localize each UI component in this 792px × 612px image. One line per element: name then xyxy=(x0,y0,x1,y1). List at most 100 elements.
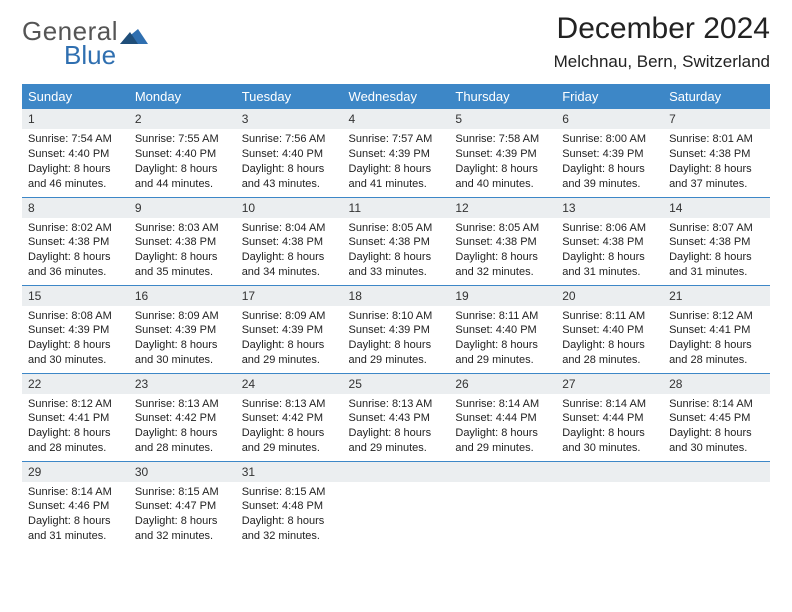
weekday-header: Tuesday xyxy=(236,84,343,109)
sunrise-line: Sunrise: 8:14 AM xyxy=(28,486,112,498)
day-content xyxy=(449,482,556,489)
daylight-line: Daylight: 8 hours and 39 minutes. xyxy=(562,163,645,190)
calendar-day-cell: 30Sunrise: 8:15 AMSunset: 4:47 PMDayligh… xyxy=(129,461,236,549)
calendar-day-cell: 18Sunrise: 8:10 AMSunset: 4:39 PMDayligh… xyxy=(343,285,450,373)
sunrise-line: Sunrise: 8:09 AM xyxy=(242,310,326,322)
daylight-line: Daylight: 8 hours and 30 minutes. xyxy=(669,427,752,454)
daylight-line: Daylight: 8 hours and 29 minutes. xyxy=(455,339,538,366)
daylight-line: Daylight: 8 hours and 31 minutes. xyxy=(28,515,111,542)
weekday-header: Friday xyxy=(556,84,663,109)
daylight-line: Daylight: 8 hours and 28 minutes. xyxy=(135,427,218,454)
sunrise-line: Sunrise: 8:14 AM xyxy=(455,398,539,410)
day-number: 25 xyxy=(343,374,450,394)
sunset-line: Sunset: 4:38 PM xyxy=(669,236,750,248)
daylight-line: Daylight: 8 hours and 28 minutes. xyxy=(669,339,752,366)
day-number: 14 xyxy=(663,198,770,218)
calendar-day-cell: 25Sunrise: 8:13 AMSunset: 4:43 PMDayligh… xyxy=(343,373,450,461)
sunrise-line: Sunrise: 8:08 AM xyxy=(28,310,112,322)
calendar-day-cell: 12Sunrise: 8:05 AMSunset: 4:38 PMDayligh… xyxy=(449,197,556,285)
sunrise-line: Sunrise: 8:07 AM xyxy=(669,222,753,234)
daylight-line: Daylight: 8 hours and 29 minutes. xyxy=(242,339,325,366)
day-number: 3 xyxy=(236,109,343,129)
day-content: Sunrise: 7:54 AMSunset: 4:40 PMDaylight:… xyxy=(22,129,129,195)
day-content: Sunrise: 8:06 AMSunset: 4:38 PMDaylight:… xyxy=(556,218,663,284)
calendar-day-cell: 21Sunrise: 8:12 AMSunset: 4:41 PMDayligh… xyxy=(663,285,770,373)
day-content: Sunrise: 8:14 AMSunset: 4:44 PMDaylight:… xyxy=(556,394,663,460)
calendar-day-cell: 28Sunrise: 8:14 AMSunset: 4:45 PMDayligh… xyxy=(663,373,770,461)
header-row: General Blue December 2024 Melchnau, Ber… xyxy=(22,12,770,82)
sunrise-line: Sunrise: 8:13 AM xyxy=(349,398,433,410)
calendar-day-cell: 3Sunrise: 7:56 AMSunset: 4:40 PMDaylight… xyxy=(236,109,343,197)
calendar-day-cell: 13Sunrise: 8:06 AMSunset: 4:38 PMDayligh… xyxy=(556,197,663,285)
day-number: 15 xyxy=(22,286,129,306)
day-number: 2 xyxy=(129,109,236,129)
sunset-line: Sunset: 4:40 PM xyxy=(135,148,216,160)
sunset-line: Sunset: 4:42 PM xyxy=(242,412,323,424)
day-number: 5 xyxy=(449,109,556,129)
sunset-line: Sunset: 4:44 PM xyxy=(455,412,536,424)
day-number: 6 xyxy=(556,109,663,129)
daylight-line: Daylight: 8 hours and 29 minutes. xyxy=(455,427,538,454)
day-number: 7 xyxy=(663,109,770,129)
daylight-line: Daylight: 8 hours and 32 minutes. xyxy=(135,515,218,542)
sunrise-line: Sunrise: 8:11 AM xyxy=(455,310,538,322)
sunrise-line: Sunrise: 8:05 AM xyxy=(455,222,539,234)
day-number: 9 xyxy=(129,198,236,218)
sunrise-line: Sunrise: 8:12 AM xyxy=(28,398,112,410)
daylight-line: Daylight: 8 hours and 43 minutes. xyxy=(242,163,325,190)
calendar-day-cell: 4Sunrise: 7:57 AMSunset: 4:39 PMDaylight… xyxy=(343,109,450,197)
sunset-line: Sunset: 4:48 PM xyxy=(242,500,323,512)
calendar-header-row: SundayMondayTuesdayWednesdayThursdayFrid… xyxy=(22,84,770,109)
calendar-day-cell xyxy=(343,461,450,549)
day-content xyxy=(556,482,663,489)
day-content: Sunrise: 8:14 AMSunset: 4:45 PMDaylight:… xyxy=(663,394,770,460)
day-content xyxy=(663,482,770,489)
daylight-line: Daylight: 8 hours and 31 minutes. xyxy=(669,251,752,278)
day-number: 26 xyxy=(449,374,556,394)
day-content: Sunrise: 8:13 AMSunset: 4:42 PMDaylight:… xyxy=(129,394,236,460)
daylight-line: Daylight: 8 hours and 32 minutes. xyxy=(455,251,538,278)
weekday-header: Sunday xyxy=(22,84,129,109)
calendar-day-cell: 5Sunrise: 7:58 AMSunset: 4:39 PMDaylight… xyxy=(449,109,556,197)
sunrise-line: Sunrise: 7:56 AM xyxy=(242,133,326,145)
sunset-line: Sunset: 4:38 PM xyxy=(562,236,643,248)
sunrise-line: Sunrise: 8:14 AM xyxy=(562,398,646,410)
day-number: 24 xyxy=(236,374,343,394)
day-content: Sunrise: 7:56 AMSunset: 4:40 PMDaylight:… xyxy=(236,129,343,195)
sunset-line: Sunset: 4:39 PM xyxy=(562,148,643,160)
sunset-line: Sunset: 4:38 PM xyxy=(669,148,750,160)
sunset-line: Sunset: 4:41 PM xyxy=(669,324,750,336)
calendar-day-cell: 16Sunrise: 8:09 AMSunset: 4:39 PMDayligh… xyxy=(129,285,236,373)
daylight-line: Daylight: 8 hours and 28 minutes. xyxy=(28,427,111,454)
calendar-day-cell xyxy=(449,461,556,549)
sunrise-line: Sunrise: 8:15 AM xyxy=(242,486,326,498)
sunset-line: Sunset: 4:40 PM xyxy=(562,324,643,336)
calendar-day-cell: 17Sunrise: 8:09 AMSunset: 4:39 PMDayligh… xyxy=(236,285,343,373)
day-content: Sunrise: 8:11 AMSunset: 4:40 PMDaylight:… xyxy=(556,306,663,372)
sunrise-line: Sunrise: 8:14 AM xyxy=(669,398,753,410)
day-content: Sunrise: 7:57 AMSunset: 4:39 PMDaylight:… xyxy=(343,129,450,195)
sunset-line: Sunset: 4:38 PM xyxy=(242,236,323,248)
calendar-week-row: 15Sunrise: 8:08 AMSunset: 4:39 PMDayligh… xyxy=(22,285,770,373)
weekday-header: Saturday xyxy=(663,84,770,109)
calendar-day-cell: 9Sunrise: 8:03 AMSunset: 4:38 PMDaylight… xyxy=(129,197,236,285)
sunrise-line: Sunrise: 8:01 AM xyxy=(669,133,753,145)
day-number: 28 xyxy=(663,374,770,394)
sunrise-line: Sunrise: 8:13 AM xyxy=(242,398,326,410)
sunset-line: Sunset: 4:38 PM xyxy=(135,236,216,248)
day-content: Sunrise: 8:15 AMSunset: 4:47 PMDaylight:… xyxy=(129,482,236,548)
calendar-week-row: 1Sunrise: 7:54 AMSunset: 4:40 PMDaylight… xyxy=(22,109,770,197)
calendar-body: 1Sunrise: 7:54 AMSunset: 4:40 PMDaylight… xyxy=(22,109,770,549)
day-number: 16 xyxy=(129,286,236,306)
day-content: Sunrise: 8:12 AMSunset: 4:41 PMDaylight:… xyxy=(663,306,770,372)
daylight-line: Daylight: 8 hours and 28 minutes. xyxy=(562,339,645,366)
day-number xyxy=(343,462,450,482)
sunset-line: Sunset: 4:43 PM xyxy=(349,412,430,424)
sunrise-line: Sunrise: 8:05 AM xyxy=(349,222,433,234)
day-content: Sunrise: 8:05 AMSunset: 4:38 PMDaylight:… xyxy=(449,218,556,284)
calendar-day-cell: 7Sunrise: 8:01 AMSunset: 4:38 PMDaylight… xyxy=(663,109,770,197)
day-number: 17 xyxy=(236,286,343,306)
weekday-header: Thursday xyxy=(449,84,556,109)
calendar-day-cell: 19Sunrise: 8:11 AMSunset: 4:40 PMDayligh… xyxy=(449,285,556,373)
day-number: 13 xyxy=(556,198,663,218)
